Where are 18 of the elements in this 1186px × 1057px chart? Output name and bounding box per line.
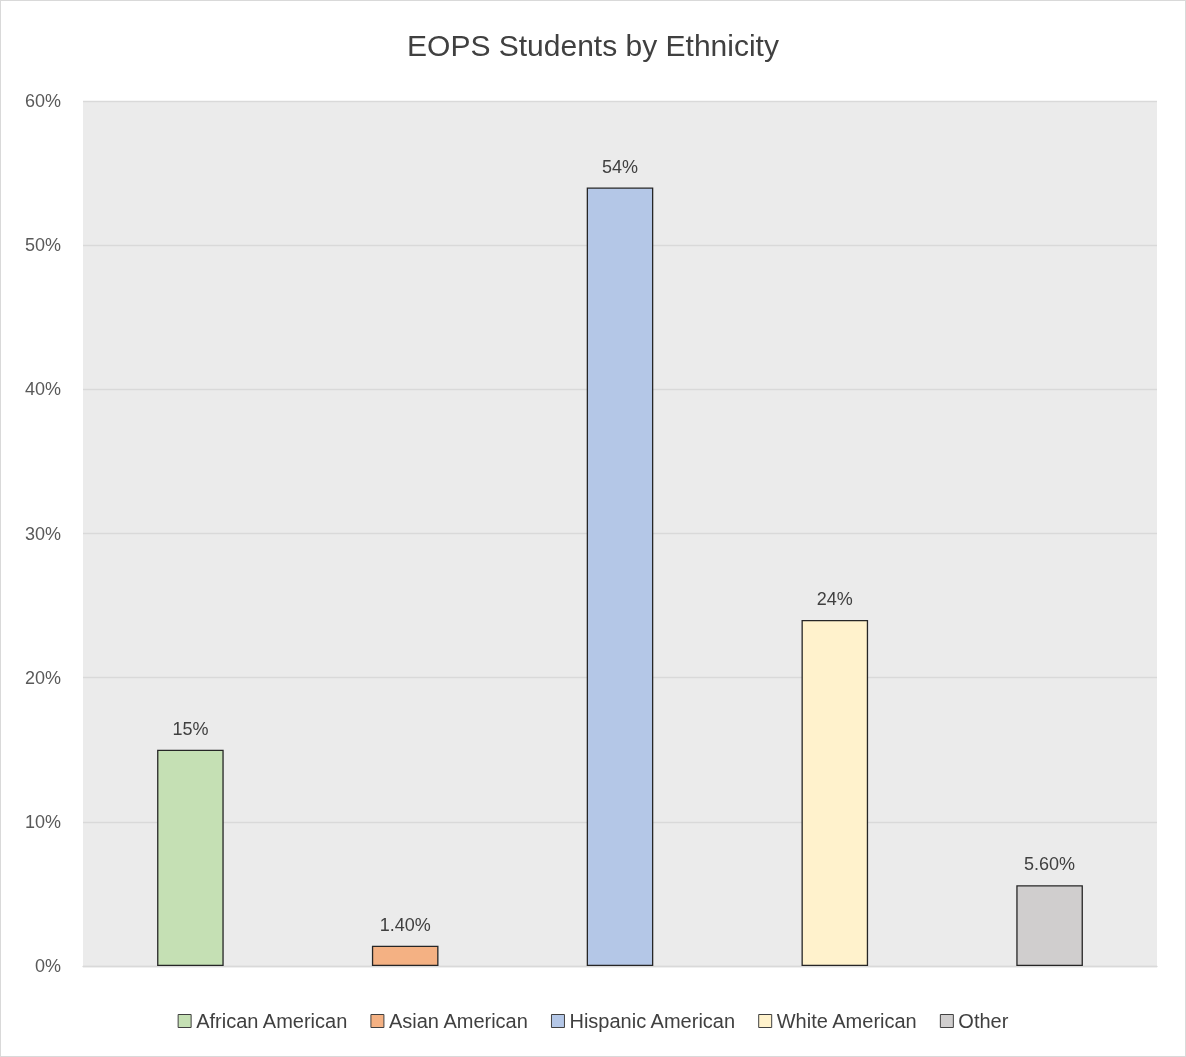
y-tick-label: 20% <box>24 667 61 688</box>
y-tick-label: 10% <box>24 811 61 832</box>
y-tick-label: 50% <box>24 235 61 256</box>
data-label: 54% <box>601 156 639 177</box>
y-tick-label: 30% <box>24 523 61 544</box>
legend-label: African American <box>196 1010 348 1032</box>
legend-label: Other <box>958 1010 1009 1032</box>
y-tick-label: 40% <box>24 379 61 400</box>
legend-label: Asian American <box>388 1010 528 1032</box>
chart-title: EOPS Students by Ethnicity <box>407 28 779 62</box>
y-tick-label: 0% <box>34 956 61 976</box>
legend-label: White American <box>776 1010 917 1032</box>
data-label: 5.60% <box>1024 854 1076 875</box>
y-tick-label: 60% <box>24 91 61 111</box>
data-label: 1.40% <box>379 914 431 935</box>
legend-label: Hispanic American <box>569 1010 736 1032</box>
data-label: 24% <box>816 589 853 609</box>
data-label: 15% <box>172 718 209 739</box>
